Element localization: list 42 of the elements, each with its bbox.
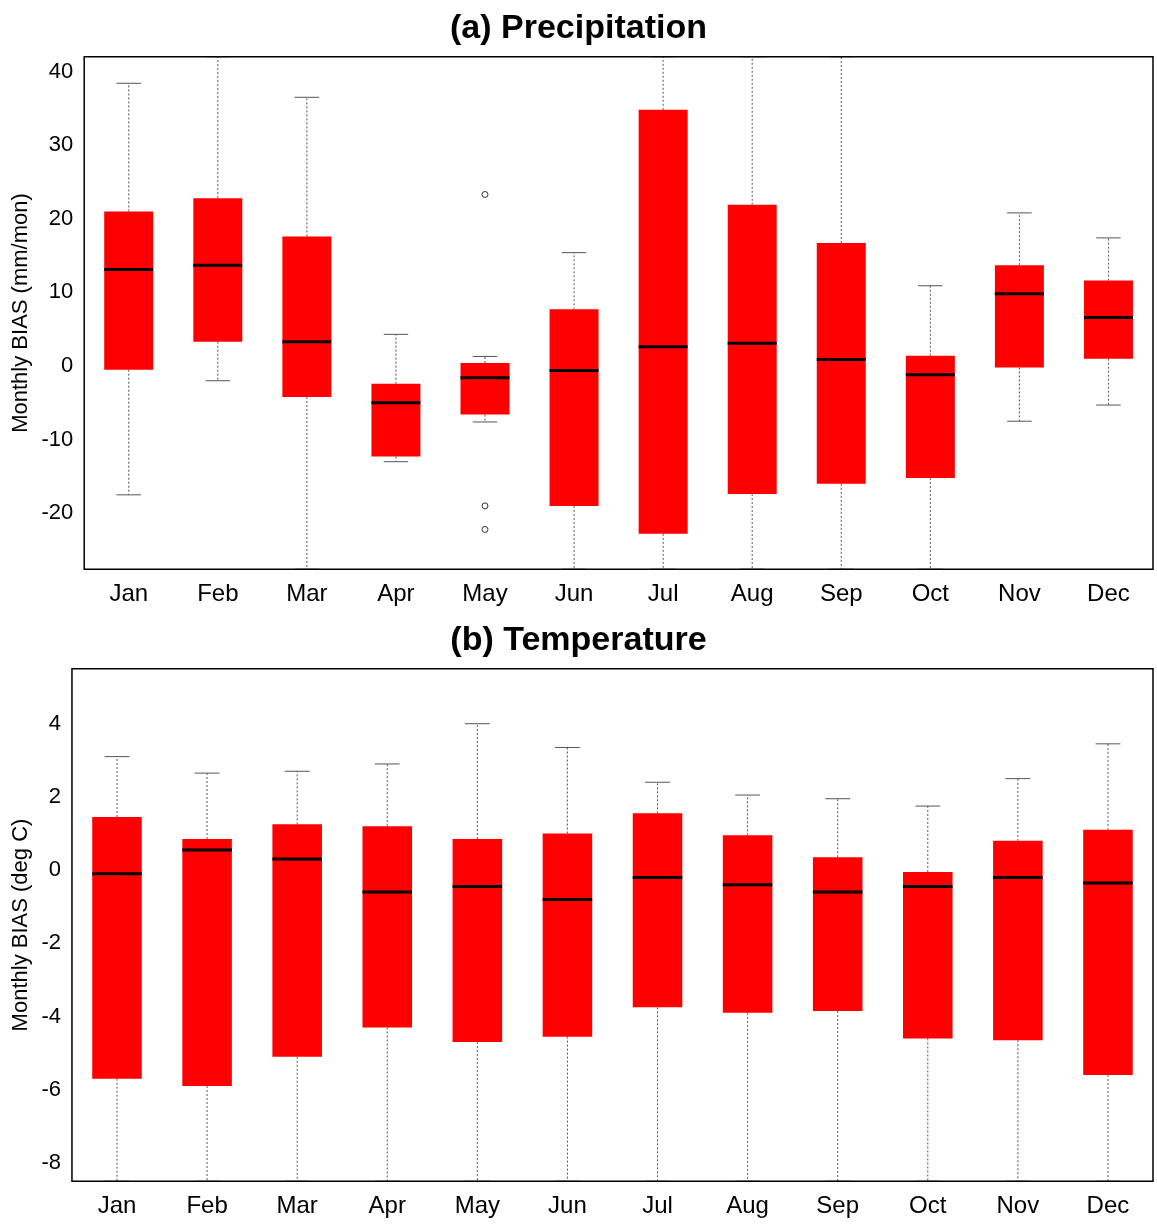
- y-tick-label: -10: [41, 425, 74, 451]
- x-tick-label: Aug: [730, 579, 774, 607]
- x-tick-label: Jun: [548, 1191, 587, 1219]
- y-tick-label: -6: [41, 1075, 61, 1101]
- x-tick-label: Apr: [368, 1191, 406, 1219]
- y-axis-title: Monthly BIAS (deg C): [7, 818, 33, 1032]
- y-tick-label: 10: [48, 278, 74, 304]
- y-tick-label: 20: [48, 204, 74, 230]
- y-tick-label: -20: [41, 499, 74, 525]
- chart-title: (a) Precipitation: [450, 6, 707, 45]
- x-tick-label: Oct: [909, 1191, 947, 1219]
- x-tick-label: Sep: [819, 579, 863, 607]
- x-tick-label: May: [462, 579, 508, 607]
- y-tick-label: 0: [60, 352, 74, 378]
- x-tick-label: Feb: [197, 579, 239, 607]
- chart-title: (b) Temperature: [450, 618, 707, 657]
- y-tick-label: 2: [48, 782, 61, 808]
- y-tick-label: 4: [48, 709, 61, 735]
- x-tick-label: Nov: [998, 579, 1041, 607]
- x-tick-label: Feb: [186, 1191, 228, 1219]
- x-tick-label: Apr: [377, 579, 415, 607]
- x-tick-label: Mar: [286, 579, 328, 607]
- y-tick-label: -2: [41, 929, 61, 955]
- x-tick-label: Oct: [911, 579, 950, 607]
- x-tick-label: Jun: [554, 579, 594, 607]
- x-tick-label: Dec: [1087, 579, 1130, 607]
- x-tick-label: Nov: [996, 1191, 1040, 1219]
- y-tick-label: -8: [41, 1148, 61, 1174]
- x-tick-label: Jul: [647, 579, 679, 607]
- y-axis-title: Monthly BIAS (mm/mon): [7, 193, 33, 433]
- x-tick-label: Jul: [642, 1191, 673, 1219]
- x-tick-label: May: [454, 1191, 501, 1219]
- x-tick-label: Aug: [726, 1191, 769, 1219]
- x-tick-label: Sep: [816, 1191, 860, 1219]
- y-tick-label: 40: [48, 57, 74, 83]
- y-tick-label: 0: [48, 856, 61, 882]
- x-tick-label: Jan: [109, 579, 149, 607]
- x-tick-label: Mar: [276, 1191, 318, 1219]
- y-tick-label: -4: [41, 1002, 61, 1028]
- y-tick-label: 30: [48, 131, 74, 157]
- x-tick-label: Jan: [97, 1191, 137, 1219]
- x-tick-label: Dec: [1086, 1191, 1130, 1219]
